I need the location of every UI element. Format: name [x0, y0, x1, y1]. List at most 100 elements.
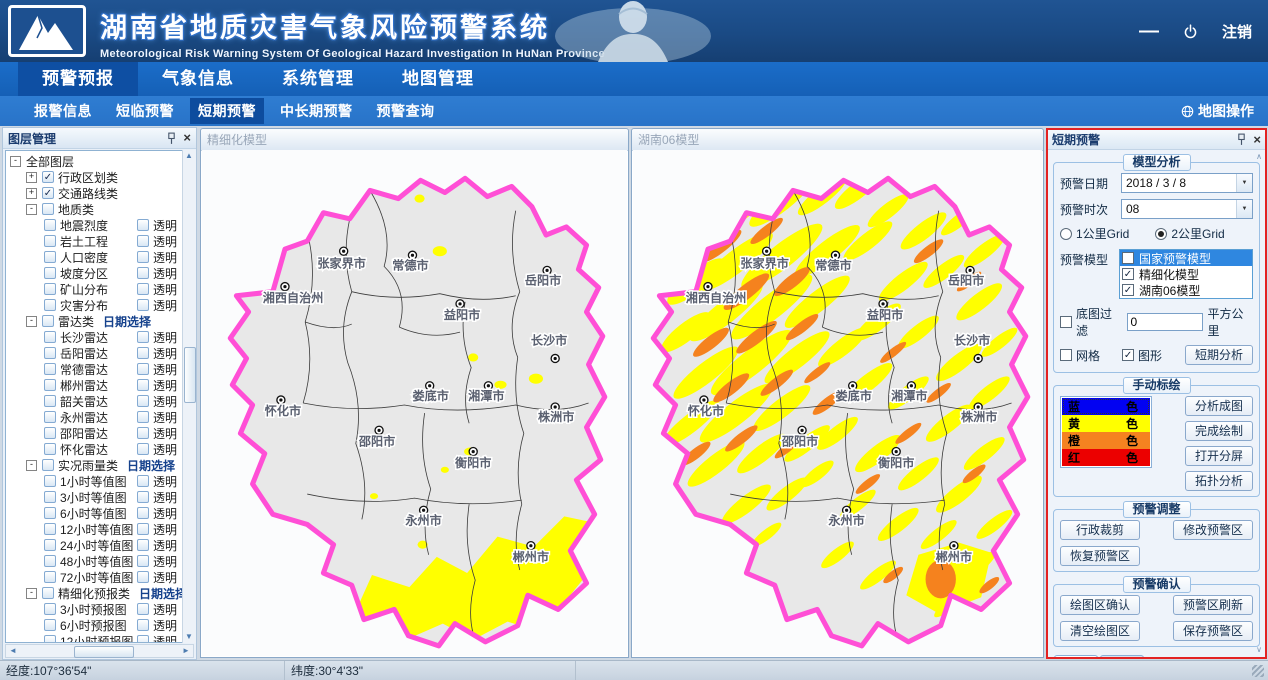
chevron-down-icon[interactable]: ▼	[1236, 200, 1252, 218]
model-list-item[interactable]: ✓ 精细化模型	[1120, 266, 1252, 282]
tree-row-layer[interactable]: 坡度分区 透明	[6, 265, 193, 281]
submenu-item-shortterm-warning[interactable]: 短期预警	[190, 98, 264, 124]
scrollbar-thumb[interactable]	[74, 646, 134, 658]
tree-row-layer[interactable]: 3小时预报图 透明	[6, 601, 193, 617]
tree-row-group[interactable]: - 实况雨量类 日期选择	[6, 457, 193, 473]
tree-row-layer[interactable]: 常德雷达 透明	[6, 361, 193, 377]
tree-row-layer[interactable]: 24小时等值图 透明	[6, 537, 193, 553]
tab-analysis[interactable]: 分析	[1054, 655, 1099, 657]
layer-checkbox[interactable]	[44, 555, 56, 567]
date-select-link[interactable]: 日期选择	[127, 458, 176, 473]
scroll-left-icon[interactable]: ◄	[9, 646, 17, 655]
expander-icon[interactable]: +	[26, 171, 37, 183]
tree-row-layer[interactable]: 6小时等值图 透明	[6, 505, 193, 521]
date-select-link[interactable]: 日期选择	[103, 314, 152, 329]
tree-horizontal-scrollbar[interactable]: ◄ ►	[5, 644, 194, 658]
transparent-checkbox[interactable]	[136, 235, 149, 247]
transparent-checkbox[interactable]	[136, 299, 149, 311]
manual-plot-button[interactable]: 打开分屏	[1184, 446, 1253, 466]
layer-checkbox[interactable]	[44, 363, 56, 375]
tree-row-layer[interactable]: 12小时预报图 透明	[6, 633, 193, 642]
map-canvas[interactable]: 张家界市 常德市 岳阳市 湘西自治州 益阳市 长沙市 怀化市 娄底市 湘潭市 株洲市 邵阳市 衡阳市永…	[633, 150, 1042, 656]
map-canvas[interactable]: 张家界市 常德市 岳阳市 湘西自治州 益阳市 长沙市 怀化市 娄底市 湘潭市 株洲市 邵阳市 衡阳市永…	[202, 150, 627, 656]
warning-confirm-button[interactable]: 绘图区确认	[1060, 595, 1141, 615]
transparent-checkbox[interactable]	[136, 619, 149, 631]
tree-row-layer[interactable]: 6小时预报图 透明	[6, 617, 193, 633]
model-checkbox[interactable]: ✓	[1122, 268, 1134, 280]
tree-row-layer[interactable]: 48小时等值图 透明	[6, 553, 193, 569]
scroll-down-icon[interactable]: ▼	[185, 632, 193, 641]
tree-row-layer[interactable]: 岳阳雷达 透明	[6, 345, 193, 361]
layer-checkbox[interactable]	[44, 443, 56, 455]
color-list-item[interactable]: 蓝色	[1062, 398, 1150, 415]
pin-icon[interactable]	[1237, 133, 1246, 146]
layer-checkbox[interactable]	[44, 299, 56, 311]
transparent-checkbox[interactable]	[136, 491, 149, 503]
warning-adjust-button[interactable]: 行政裁剪	[1060, 520, 1141, 540]
tree-row-layer[interactable]: 灾害分布 透明	[6, 297, 193, 313]
model-list-item[interactable]: ✓ 湖南06模型	[1120, 282, 1252, 298]
tab-create[interactable]: 制作	[1100, 655, 1145, 657]
shortterm-analysis-button[interactable]: 短期分析	[1184, 345, 1253, 365]
radio-1km-grid[interactable]	[1060, 227, 1072, 240]
scroll-right-icon[interactable]: ►	[182, 646, 190, 655]
tree-row-layer[interactable]: 邵阳雷达 透明	[6, 425, 193, 441]
close-icon[interactable]: ×	[183, 130, 191, 145]
manual-plot-button[interactable]: 拓扑分析	[1184, 471, 1253, 491]
warning-confirm-button[interactable]: 预警区刷新	[1172, 595, 1253, 615]
shape-checkbox[interactable]: ✓	[1122, 349, 1135, 361]
manual-plot-button[interactable]: 完成绘制	[1184, 421, 1253, 441]
warning-confirm-button[interactable]: 保存预警区	[1172, 621, 1253, 641]
manual-plot-button[interactable]: 分析成图	[1184, 396, 1253, 416]
layer-checkbox[interactable]	[44, 347, 56, 359]
radio-2km-grid[interactable]	[1155, 227, 1168, 240]
tree-row-layer[interactable]: 3小时等值图 透明	[6, 489, 193, 505]
tree-row-layer[interactable]: 1小时等值图 透明	[6, 473, 193, 489]
layer-checkbox[interactable]	[44, 603, 56, 615]
map-operations-button[interactable]: 地图操作	[1181, 101, 1254, 121]
tree-row-layer[interactable]: 郴州雷达 透明	[6, 377, 193, 393]
warning-model-list[interactable]: 国家预警模型 ✓ 精细化模型 ✓ 湖南06模型	[1119, 249, 1253, 299]
submenu-item-nowcast-warning[interactable]: 短临预警	[116, 103, 174, 119]
layer-checkbox[interactable]	[42, 203, 54, 215]
tree-row-group[interactable]: + ✓ 行政区划类	[6, 169, 193, 185]
scrollbar-thumb[interactable]	[184, 347, 196, 404]
grid-checkbox[interactable]	[1060, 349, 1072, 361]
transparent-checkbox[interactable]	[136, 363, 149, 375]
warning-date-combobox[interactable]: 2018 / 3 / 8 ▼	[1121, 173, 1253, 193]
transparent-checkbox[interactable]	[136, 347, 149, 359]
layer-checkbox[interactable]	[44, 635, 56, 642]
tree-row-layer[interactable]: 72小时等值图 透明	[6, 569, 193, 585]
expander-icon[interactable]: -	[26, 459, 37, 471]
plot-color-list[interactable]: 蓝色黄色橙色红色	[1060, 396, 1152, 468]
panel-scroll-up-icon[interactable]: ∧	[1256, 152, 1262, 161]
tree-row-layer[interactable]: 12小时等值图 透明	[6, 521, 193, 537]
transparent-checkbox[interactable]	[136, 427, 149, 439]
menu-item-warning-forecast[interactable]: 预警预报	[18, 62, 138, 96]
expander-icon[interactable]: -	[26, 587, 37, 599]
submenu-item-alarm-info[interactable]: 报警信息	[34, 103, 92, 119]
layer-checkbox[interactable]	[44, 619, 56, 631]
layer-checkbox[interactable]	[42, 459, 54, 471]
transparent-checkbox[interactable]	[136, 475, 149, 487]
layer-checkbox[interactable]	[44, 379, 56, 391]
transparent-checkbox[interactable]	[136, 219, 149, 231]
menu-item-map-management[interactable]: 地图管理	[402, 69, 474, 88]
layer-checkbox[interactable]	[44, 251, 56, 263]
warning-time-combobox[interactable]: 08 ▼	[1121, 199, 1253, 219]
layer-checkbox[interactable]	[44, 331, 56, 343]
layer-checkbox[interactable]	[44, 507, 56, 519]
color-list-item[interactable]: 黄色	[1062, 415, 1150, 432]
transparent-checkbox[interactable]	[136, 379, 149, 391]
panel-scroll-down-icon[interactable]: ∨	[1256, 645, 1262, 654]
layer-checkbox[interactable]	[44, 235, 56, 247]
tree-row-layer[interactable]: 矿山分布 透明	[6, 281, 193, 297]
expander-icon[interactable]: -	[10, 155, 21, 167]
warning-adjust-button[interactable]: 恢复预警区	[1060, 546, 1141, 566]
submenu-item-midlongterm-warning[interactable]: 中长期预警	[280, 103, 353, 119]
scroll-up-icon[interactable]: ▲	[185, 151, 193, 160]
warning-confirm-button[interactable]: 清空绘图区	[1060, 621, 1141, 641]
layer-checkbox[interactable]: ✓	[42, 187, 54, 199]
transparent-checkbox[interactable]	[136, 395, 149, 407]
tree-row-layer[interactable]: 地震烈度 透明	[6, 217, 193, 233]
